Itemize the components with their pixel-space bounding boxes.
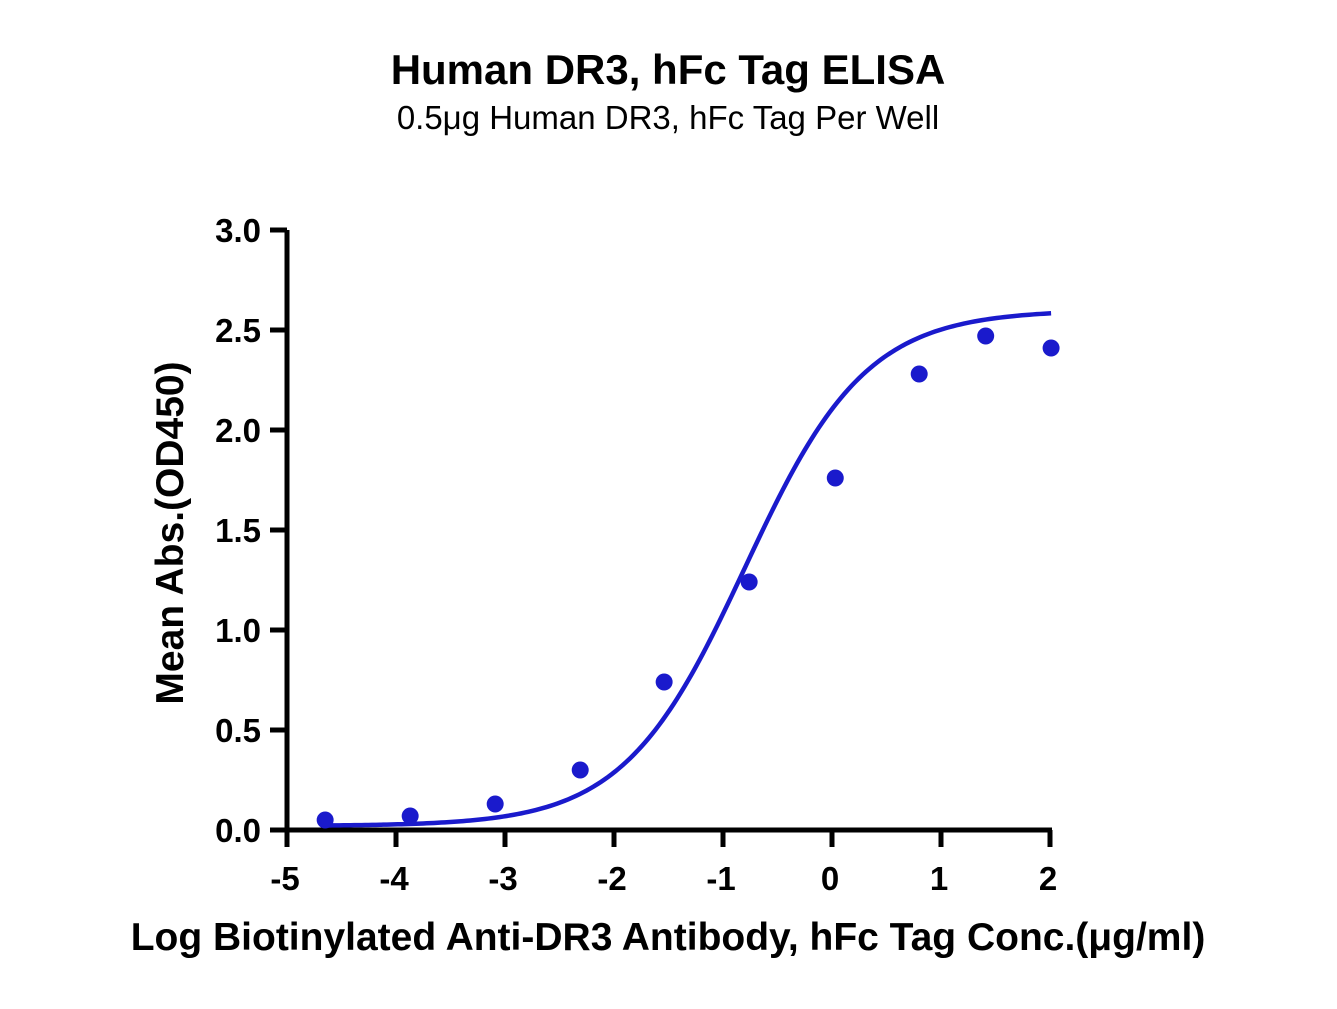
data-point: [740, 573, 758, 591]
y-axis-label: Mean Abs.(OD450): [149, 361, 192, 704]
fit-curve-line: [325, 311, 1052, 828]
y-tick-label: 0.5: [215, 712, 261, 749]
data-point: [910, 365, 928, 383]
x-axis-label: Log Biotinylated Anti-DR3 Antibody, hFc …: [131, 916, 1206, 959]
data-point: [826, 469, 844, 487]
data-point: [401, 807, 419, 825]
data-point: [977, 327, 995, 345]
data-point: [316, 811, 334, 829]
x-tick-label: -4: [379, 860, 409, 897]
chart-subtitle: 0.5μg Human DR3, hFc Tag Per Well: [397, 99, 939, 136]
y-tick-label: 1.5: [215, 512, 261, 549]
data-point: [655, 673, 673, 691]
data-point: [571, 761, 589, 779]
plot-area: 0.0 0.5 1.0 1.5 2.0 2.5 3.0 -5 -4 -3 -2 -1 0 1 2: [215, 212, 1060, 897]
y-tick-label: 0.0: [215, 812, 261, 849]
y-tick-label: 2.5: [215, 312, 261, 349]
data-point: [1042, 339, 1060, 357]
x-tick-label: -5: [270, 860, 299, 897]
chart-title: Human DR3, hFc Tag ELISA: [391, 46, 946, 93]
x-tick-label: 1: [930, 860, 948, 897]
x-tick-label: -3: [488, 860, 517, 897]
y-tick-label: 1.0: [215, 612, 261, 649]
data-point: [486, 795, 504, 813]
y-tick-label: 3.0: [215, 212, 261, 249]
x-tick-label: 0: [821, 860, 839, 897]
x-tick-label: -1: [706, 860, 735, 897]
x-tick-label: -2: [597, 860, 626, 897]
y-tick-label: 2.0: [215, 412, 261, 449]
x-tick-label: 2: [1039, 860, 1057, 897]
